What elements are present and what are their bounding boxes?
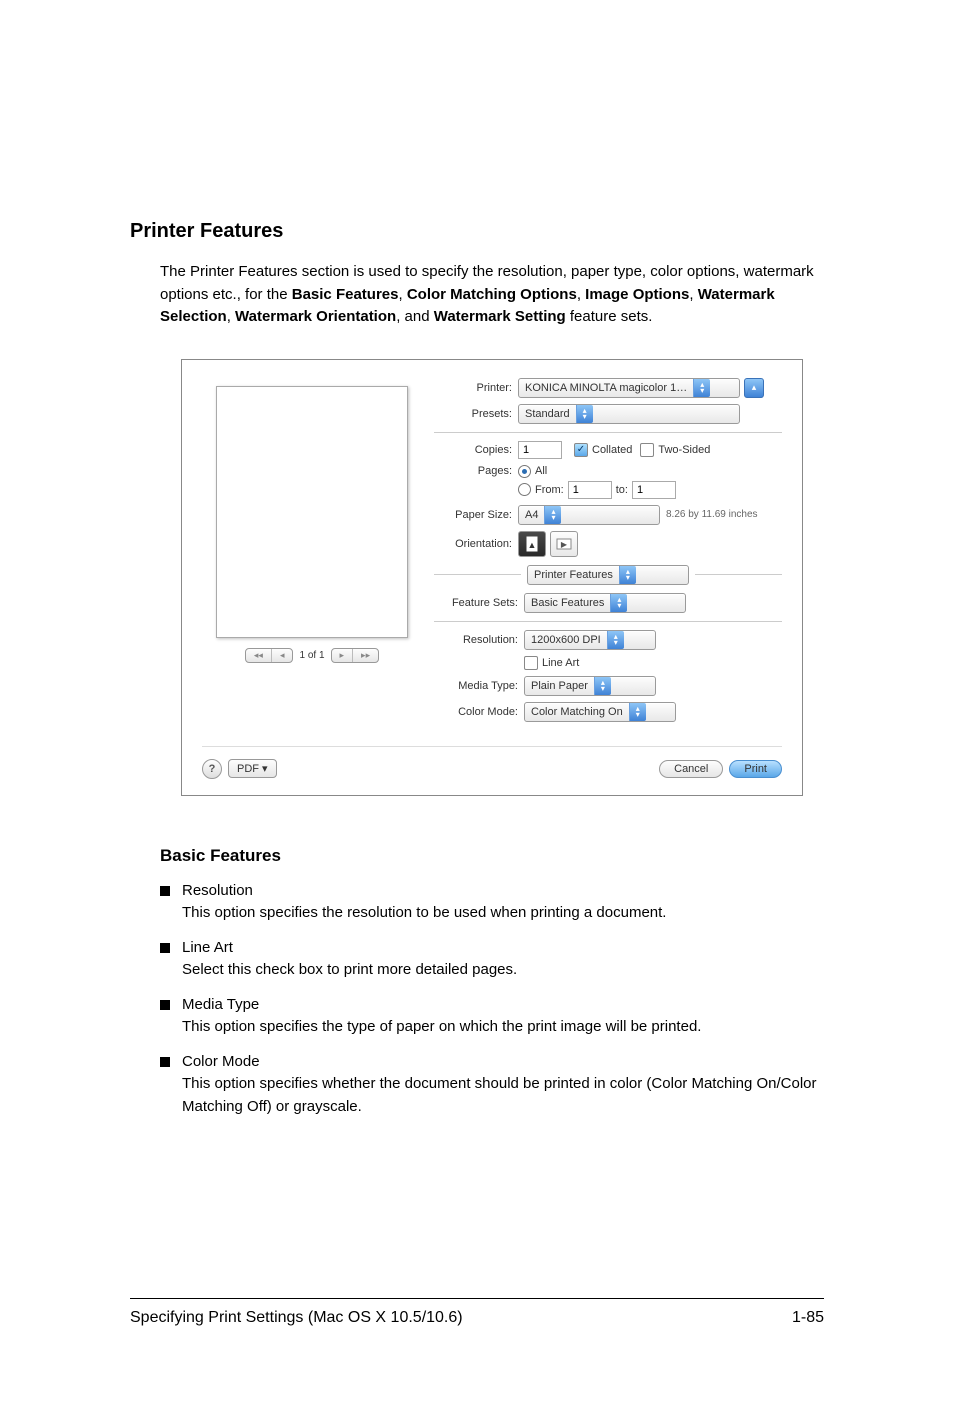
preview-first-icon: ◂◂ — [246, 649, 271, 662]
bullet-media-type: Media Type This option specifies the typ… — [160, 994, 824, 1039]
page-preview — [216, 386, 408, 638]
print-dialog: ◂◂ ◂ 1 of 1 ▸ ▸▸ Printer: K — [181, 359, 803, 796]
bullet-resolution: Resolution This option specifies the res… — [160, 880, 824, 925]
help-button[interactable]: ? — [202, 759, 222, 779]
pages-all-label: All — [535, 465, 547, 477]
color-mode-label: Color Mode: — [434, 706, 524, 718]
preview-prev-icon: ◂ — [271, 649, 293, 662]
line-art-label: Line Art — [542, 657, 579, 669]
preview-prev-group[interactable]: ◂◂ ◂ — [245, 648, 294, 663]
paper-dimensions: 8.26 by 11.69 inches — [666, 509, 758, 520]
two-sided-label: Two-Sided — [658, 444, 710, 456]
feature-sets-select[interactable]: Basic Features ▴▾ — [524, 593, 686, 613]
intro-paragraph: The Printer Features section is used to … — [160, 261, 824, 329]
pdf-menu-button[interactable]: PDF ▾ — [228, 759, 277, 778]
printer-expand-button[interactable]: ▴ — [744, 378, 764, 398]
resolution-label: Resolution: — [434, 634, 524, 646]
printer-label: Printer: — [434, 382, 518, 394]
select-arrows-icon: ▴▾ — [619, 566, 636, 584]
preview-page-indicator: 1 of 1 — [299, 650, 324, 661]
collated-label: Collated — [592, 444, 632, 456]
paper-size-select[interactable]: A4 ▴▾ — [518, 505, 660, 525]
copies-label: Copies: — [434, 444, 518, 456]
svg-text:▲: ▲ — [528, 540, 537, 550]
cancel-button[interactable]: Cancel — [659, 760, 723, 778]
printer-select[interactable]: KONICA MINOLTA magicolor 1… ▴▾ — [518, 378, 740, 398]
section-heading: Printer Features — [130, 220, 824, 243]
preview-next-icon: ▸ — [332, 649, 353, 662]
collated-checkbox[interactable]: ✓ — [574, 443, 588, 457]
pages-to-label: to: — [616, 484, 628, 496]
pages-label: Pages: — [434, 465, 518, 477]
select-arrows-icon: ▴▾ — [610, 594, 627, 612]
copies-input[interactable] — [518, 441, 562, 459]
feature-sets-label: Feature Sets: — [434, 597, 524, 609]
media-type-select[interactable]: Plain Paper ▴▾ — [524, 676, 656, 696]
pages-all-radio[interactable] — [518, 465, 531, 478]
media-type-label: Media Type: — [434, 680, 524, 692]
pages-from-label: From: — [535, 484, 564, 496]
presets-select[interactable]: Standard ▴▾ — [518, 404, 740, 424]
preview-last-icon: ▸▸ — [352, 649, 378, 662]
landscape-icon: ▶ — [556, 537, 572, 551]
orientation-label: Orientation: — [434, 538, 518, 550]
portrait-icon: ▲ — [525, 536, 539, 552]
select-arrows-icon: ▴▾ — [629, 703, 646, 721]
bullet-color-mode: Color Mode This option specifies whether… — [160, 1051, 824, 1119]
select-arrows-icon: ▴▾ — [594, 677, 611, 695]
pages-to-input[interactable] — [632, 481, 676, 499]
resolution-select[interactable]: 1200x600 DPI ▴▾ — [524, 630, 656, 650]
presets-label: Presets: — [434, 408, 518, 420]
panel-section-select[interactable]: Printer Features ▴▾ — [527, 565, 689, 585]
orientation-portrait-button[interactable]: ▲ — [518, 531, 546, 557]
two-sided-checkbox[interactable] — [640, 443, 654, 457]
pages-range-radio[interactable] — [518, 483, 531, 496]
select-arrows-icon: ▴▾ — [693, 379, 710, 397]
svg-text:▶: ▶ — [561, 540, 568, 549]
pages-from-input[interactable] — [568, 481, 612, 499]
paper-size-label: Paper Size: — [434, 509, 518, 521]
bullet-line-art: Line Art Select this check box to print … — [160, 937, 824, 982]
orientation-landscape-button[interactable]: ▶ — [550, 531, 578, 557]
select-arrows-icon: ▴▾ — [576, 405, 593, 423]
footer-title: Specifying Print Settings (Mac OS X 10.5… — [130, 1309, 754, 1327]
print-button[interactable]: Print — [729, 760, 782, 778]
footer-page-number: 1-85 — [754, 1309, 824, 1327]
line-art-checkbox[interactable] — [524, 656, 538, 670]
subsection-heading: Basic Features — [160, 846, 824, 866]
select-arrows-icon: ▴▾ — [607, 631, 624, 649]
color-mode-select[interactable]: Color Matching On ▴▾ — [524, 702, 676, 722]
preview-next-group[interactable]: ▸ ▸▸ — [331, 648, 380, 663]
select-arrows-icon: ▴▾ — [544, 506, 561, 524]
